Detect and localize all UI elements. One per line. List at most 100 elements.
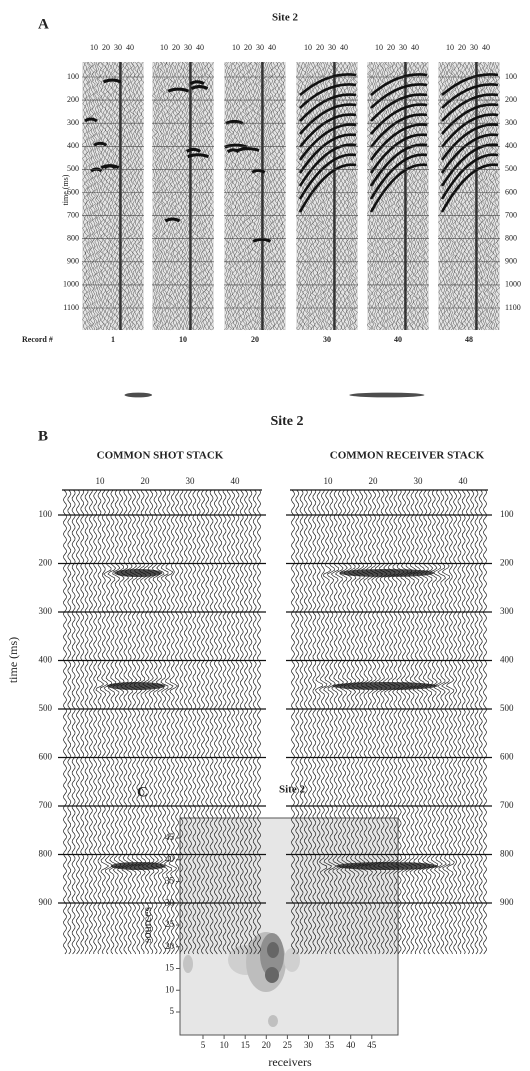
y-tick-label: 700: [67, 210, 79, 219]
y-tick-label: 900: [500, 897, 514, 907]
trace: [462, 490, 465, 954]
y-tick-label: 1100: [63, 303, 79, 312]
x-tick-label: 35: [325, 1040, 335, 1050]
x-tick-label: 10: [324, 476, 334, 486]
x-tick-label: 10: [304, 43, 312, 52]
record-number: 20: [251, 335, 259, 344]
x-tick-label: 30: [256, 43, 264, 52]
y-tick-label: 100: [39, 509, 53, 519]
trace: [63, 490, 66, 954]
x-tick-label: 30: [414, 476, 424, 486]
y-tick-label: 30: [165, 897, 175, 907]
event: [349, 393, 424, 398]
x-tick-label: 20: [141, 476, 151, 486]
y-tick-label: 20: [165, 941, 175, 951]
y-tick-label: 15: [165, 963, 175, 973]
y-tick-label: 300: [39, 606, 53, 616]
y-tick-label: 700: [500, 800, 514, 810]
record-panel: [224, 62, 286, 330]
event: [339, 569, 435, 577]
x-tick-label: 5: [201, 1040, 206, 1050]
plot-area: [180, 818, 398, 1035]
x-tick-label: 30: [328, 43, 336, 52]
y-tick-label: 500: [500, 703, 514, 713]
y-tick-label: 1100: [505, 303, 521, 312]
y-tick-label: 500: [505, 164, 517, 173]
y-tick-label: 500: [39, 703, 53, 713]
y-tick-label: 900: [67, 257, 79, 266]
trace: [81, 490, 84, 954]
y-tick-label: 1000: [505, 280, 521, 289]
y-tick-label: 400: [67, 141, 79, 150]
trace: [454, 490, 457, 954]
x-tick-label: 10: [232, 43, 240, 52]
trace: [85, 490, 88, 954]
x-tick-label: 40: [411, 43, 419, 52]
y-tick-label: 400: [505, 141, 517, 150]
event: [336, 862, 438, 870]
x-tick-label: 40: [482, 43, 490, 52]
trace: [401, 490, 409, 954]
x-axis-label: receivers: [268, 1055, 312, 1069]
y-tick-label: 5: [170, 1006, 175, 1016]
trace: [176, 490, 179, 954]
x-tick-label: 15: [241, 1040, 251, 1050]
panel-title: Site 2: [270, 414, 303, 429]
x-tick-label: 20: [316, 43, 324, 52]
y-tick-label: 600: [505, 187, 517, 196]
record-number: 30: [323, 335, 331, 344]
y-tick-label: 200: [505, 95, 517, 104]
y-tick-label: 500: [67, 164, 79, 173]
event: [332, 682, 438, 690]
record-number: 40: [394, 335, 402, 344]
trace: [471, 490, 474, 954]
y-tick-label: 1000: [63, 280, 79, 289]
x-tick-label: 25: [283, 1040, 293, 1050]
record-panel: [82, 62, 144, 330]
y-tick-label: 600: [39, 752, 53, 762]
x-tick-label: 30: [399, 43, 407, 52]
trace: [479, 490, 482, 954]
stack-title: COMMON RECEIVER STACK: [330, 450, 485, 462]
y-tick-label: 200: [67, 95, 79, 104]
stack-title: COMMON SHOT STACK: [97, 450, 224, 462]
x-tick-label: 10: [375, 43, 383, 52]
trace: [89, 490, 92, 954]
y-tick-label: 100: [500, 509, 514, 519]
event: [111, 862, 166, 870]
x-tick-label: 40: [346, 1040, 356, 1050]
y-tick-label: 800: [39, 849, 53, 859]
x-tick-label: 40: [196, 43, 204, 52]
trace: [458, 490, 461, 954]
record-number: 48: [465, 335, 473, 344]
x-tick-label: 20: [172, 43, 180, 52]
x-tick-label: 10: [90, 43, 98, 52]
record-number: 1: [111, 335, 115, 344]
y-tick-label: 25: [165, 919, 175, 929]
trace: [466, 490, 469, 954]
y-tick-label: 100: [67, 72, 79, 81]
y-tick-label: 100: [505, 72, 517, 81]
y-tick-label: 700: [505, 210, 517, 219]
record-panel: [296, 62, 358, 330]
event: [107, 682, 166, 690]
y-tick-label: 300: [67, 118, 79, 127]
x-tick-label: 40: [231, 476, 241, 486]
y-tick-label: 10: [165, 984, 175, 994]
y-tick-label: 40: [165, 854, 175, 864]
x-tick-label: 30: [184, 43, 192, 52]
y-tick-label: 400: [39, 655, 53, 665]
y-tick-label: 45: [165, 832, 175, 842]
panel-letter: B: [38, 428, 48, 444]
y-tick-label: 600: [500, 752, 514, 762]
x-tick-label: 40: [459, 476, 469, 486]
x-tick-label: 40: [126, 43, 134, 52]
x-tick-label: 30: [186, 476, 196, 486]
record-number: 10: [179, 335, 187, 344]
trace: [475, 490, 478, 954]
x-tick-label: 20: [262, 1040, 272, 1050]
trace: [76, 490, 79, 954]
event: [124, 393, 152, 398]
y-tick-label: 200: [500, 558, 514, 568]
y-tick-label: 800: [500, 849, 514, 859]
